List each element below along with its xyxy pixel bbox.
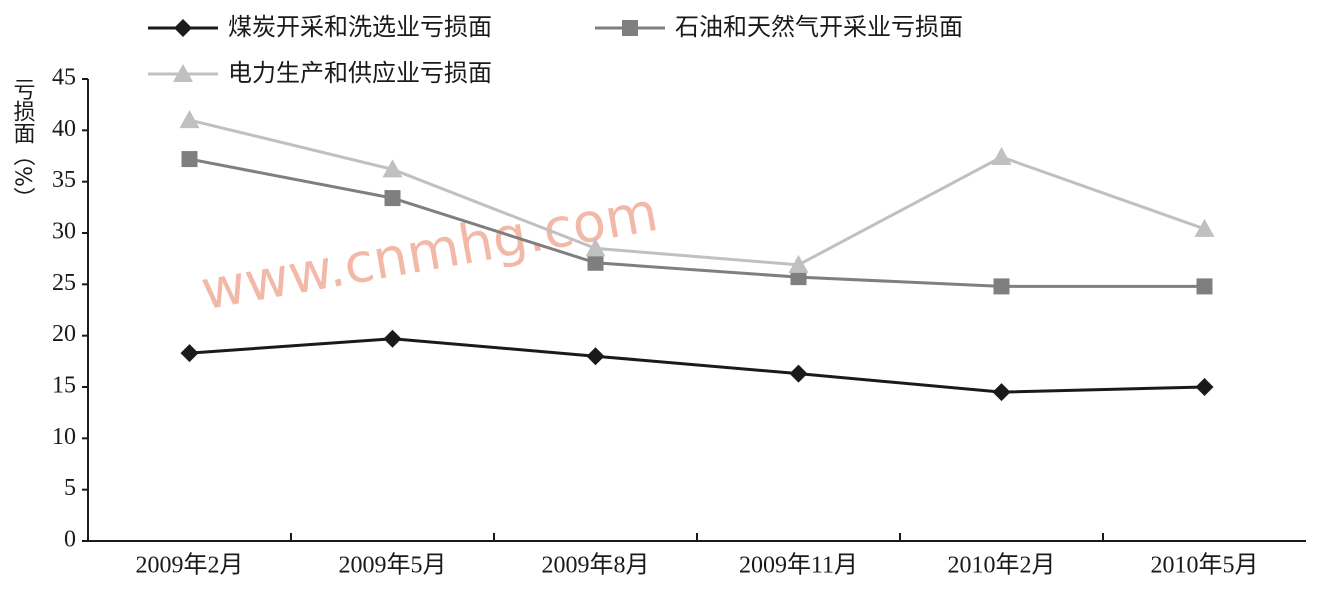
data-point [383, 329, 402, 348]
data-point [382, 159, 403, 178]
x-tick-label: 2010年5月 [1151, 552, 1259, 579]
legend-label: 石油和天然气开采业亏损面 [675, 13, 963, 41]
x-tick-label: 2009年2月 [136, 552, 244, 579]
y-tick-label: 20 [52, 321, 76, 347]
legend-label: 电力生产和供应业亏损面 [228, 59, 492, 87]
data-point [1194, 218, 1215, 237]
y-tick-label: 40 [52, 116, 76, 142]
data-point [181, 151, 198, 168]
y-tick-label: 45 [52, 65, 76, 91]
y-tick-label: 10 [52, 424, 76, 450]
series-line [189, 157, 1205, 288]
data-point [992, 383, 1011, 402]
y-tick-label: 30 [52, 219, 76, 245]
data-point [1196, 278, 1213, 295]
x-tick-label: 2009年8月 [542, 552, 650, 579]
data-point [1195, 378, 1214, 396]
x-tick-label: 2009年5月 [339, 552, 447, 579]
data-point [789, 364, 808, 383]
x-tick-label: 2009年11月 [739, 552, 858, 579]
x-tick-label: 2010年2月 [948, 552, 1056, 579]
legend-marker [622, 20, 638, 36]
legend-marker [174, 19, 192, 37]
y-tick-label: 15 [52, 373, 76, 399]
y-tick-label: 35 [52, 167, 76, 193]
y-tick-label: 0 [64, 527, 76, 553]
y-tick-label: 25 [52, 270, 76, 296]
data-point [991, 147, 1012, 166]
data-point [788, 254, 809, 273]
data-point [587, 254, 604, 271]
data-point [790, 269, 807, 286]
series-line [189, 118, 1206, 267]
y-axis-label: 亏损面（%） [10, 78, 36, 209]
data-point [179, 110, 200, 129]
data-point [585, 238, 606, 257]
data-point [384, 190, 401, 207]
data-point [993, 278, 1010, 295]
data-point [586, 347, 605, 366]
data-point [180, 344, 199, 363]
y-tick-label: 5 [64, 475, 76, 501]
legend-label: 煤炭开采和洗选业亏损面 [228, 13, 492, 41]
legend-marker [173, 64, 193, 82]
series-line [189, 337, 1205, 394]
